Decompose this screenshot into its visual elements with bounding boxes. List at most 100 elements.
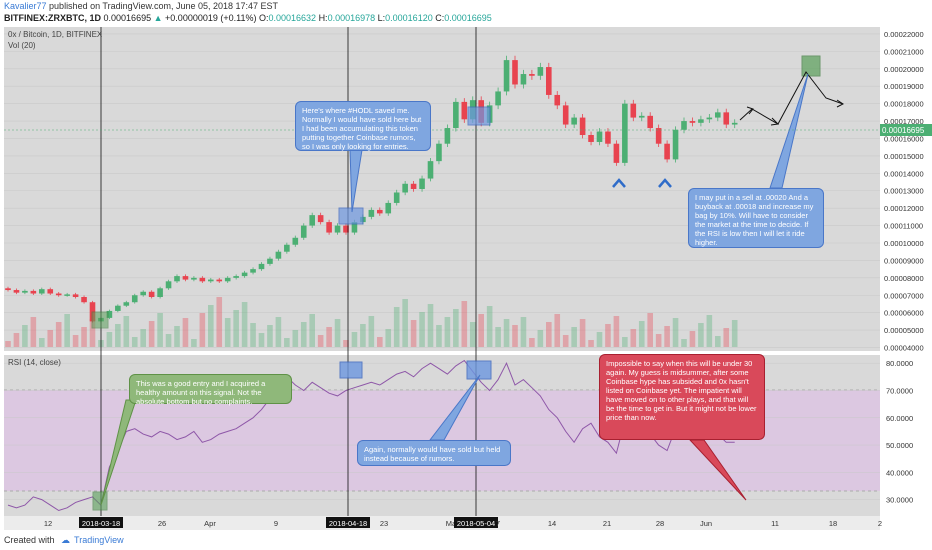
tradingview-logo-icon[interactable]: ☁ bbox=[61, 535, 71, 545]
x-tick-label: 28 bbox=[656, 519, 664, 528]
candle bbox=[698, 119, 704, 123]
x-tick-label: 9 bbox=[274, 519, 278, 528]
y-tick-label: 0.00019000 bbox=[884, 82, 924, 91]
volume-bar bbox=[148, 321, 155, 347]
candle bbox=[55, 293, 62, 296]
highlight-box-may04-price bbox=[467, 106, 491, 126]
high-value: 0.00016978 bbox=[327, 13, 376, 23]
volume-bar bbox=[300, 322, 307, 347]
projection-arrowhead-2-icon bbox=[770, 117, 780, 126]
footer: Created with ☁ TradingView bbox=[4, 535, 124, 546]
candle bbox=[284, 244, 290, 252]
annotation-sell-plan: I may put in a sell at .00020 And a buyb… bbox=[688, 188, 824, 248]
price-change: +0.00000019 (+0.11%) bbox=[165, 13, 257, 23]
main-pane-label: 0x / Bitcoin, 1D, BITFINEX bbox=[8, 30, 103, 39]
volume-bar bbox=[174, 326, 180, 347]
volume-bar bbox=[191, 339, 197, 347]
y-tick-label: 0.00013000 bbox=[884, 187, 924, 196]
close-label: C: bbox=[435, 13, 445, 23]
volume-bar bbox=[309, 314, 315, 347]
volume-bar bbox=[588, 340, 594, 347]
volume-bar bbox=[157, 313, 163, 347]
candle bbox=[588, 135, 594, 142]
highlight-box-apr18-price bbox=[338, 207, 364, 225]
volume-bar bbox=[351, 332, 358, 347]
x-tick-label: 18 bbox=[829, 519, 837, 528]
candle bbox=[672, 129, 679, 160]
candle bbox=[326, 222, 332, 233]
candle bbox=[224, 277, 231, 282]
volume-bar bbox=[5, 341, 11, 347]
candle bbox=[605, 131, 611, 144]
candle bbox=[571, 117, 577, 125]
volume-bar bbox=[326, 327, 332, 347]
highlight-box-apr18-rsi bbox=[339, 361, 363, 379]
volume-bar bbox=[292, 330, 299, 347]
candle bbox=[157, 288, 163, 297]
highlight-box-mar18-price bbox=[91, 311, 109, 329]
volume-bar bbox=[377, 337, 383, 347]
candle bbox=[503, 60, 510, 92]
candle bbox=[258, 263, 265, 270]
volume-bar bbox=[106, 332, 113, 347]
date-marker-tag bbox=[79, 517, 123, 528]
volume-bar bbox=[47, 330, 54, 347]
candle bbox=[419, 178, 425, 189]
volume-bar bbox=[664, 326, 670, 347]
candle bbox=[461, 101, 468, 120]
author-link[interactable]: Kavalier77 bbox=[4, 1, 47, 11]
candle bbox=[216, 279, 223, 282]
open-value: 0.00016632 bbox=[268, 13, 317, 23]
double-bottom-marker-2-icon bbox=[658, 178, 672, 188]
volume-bar bbox=[529, 338, 535, 347]
volume-bar bbox=[216, 297, 223, 347]
up-arrow-icon: ▲ bbox=[153, 13, 163, 23]
last-price: 0.00016695 bbox=[103, 13, 152, 23]
candle bbox=[165, 281, 172, 289]
x-tick-label: 2018-04-18 bbox=[329, 519, 367, 528]
volume-bar bbox=[554, 314, 561, 347]
y-tick-label: 0.00008000 bbox=[884, 274, 924, 283]
candle bbox=[562, 105, 569, 125]
volume-bar bbox=[275, 317, 282, 347]
y-tick-label: 0.00004000 bbox=[884, 344, 924, 353]
low-label: L: bbox=[377, 13, 386, 23]
candle bbox=[115, 305, 121, 311]
volume-bar bbox=[715, 336, 721, 347]
volume-bar bbox=[622, 337, 628, 347]
annotation-impossible: Impossible to say when this will be unde… bbox=[599, 354, 765, 440]
volume-bar bbox=[613, 316, 620, 347]
volume-bar bbox=[486, 306, 493, 347]
volume-bar bbox=[284, 338, 290, 347]
tradingview-brand[interactable]: TradingView bbox=[74, 535, 124, 545]
high-label: H: bbox=[318, 13, 328, 23]
date-marker-tag bbox=[326, 517, 370, 528]
candle bbox=[13, 290, 20, 293]
candle bbox=[681, 121, 687, 130]
x-tick-label: Jun bbox=[700, 519, 712, 528]
volume-bar bbox=[89, 319, 96, 347]
volume-bar bbox=[512, 325, 518, 347]
candle bbox=[579, 117, 586, 135]
projection-arrowhead-3-icon bbox=[836, 99, 844, 108]
volume-bar bbox=[503, 319, 510, 347]
candle bbox=[377, 209, 383, 214]
candle bbox=[292, 237, 299, 245]
candle bbox=[191, 277, 197, 280]
rsi-tick-label: 70.0000 bbox=[886, 386, 913, 395]
volume-bar bbox=[81, 327, 87, 347]
volume-bar bbox=[410, 320, 417, 347]
y-tick-label: 0.00018000 bbox=[884, 100, 924, 109]
y-tick-label: 0.00009000 bbox=[884, 256, 924, 265]
volume-bar bbox=[72, 335, 79, 347]
candle bbox=[385, 202, 392, 214]
candle bbox=[368, 209, 375, 217]
volume-bar bbox=[453, 309, 459, 347]
volume-bar bbox=[698, 323, 704, 347]
volume-bar bbox=[64, 314, 70, 347]
projection-arrowhead-1-icon bbox=[746, 106, 754, 115]
volume-bar bbox=[368, 316, 375, 347]
candle bbox=[39, 289, 45, 294]
rsi-tick-label: 30.0000 bbox=[886, 496, 913, 505]
